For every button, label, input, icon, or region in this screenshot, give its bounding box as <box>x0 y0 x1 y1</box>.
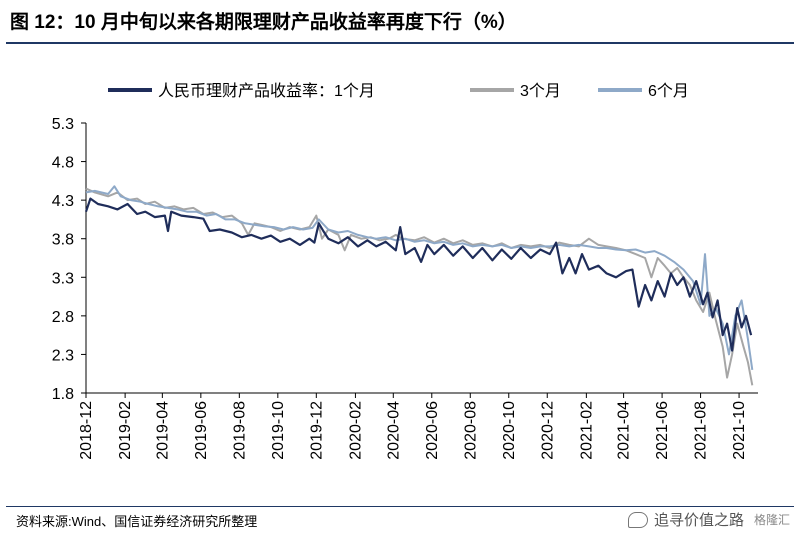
wechat-icon <box>627 511 648 528</box>
legend-label: 人民币理财产品收益率：1个月 <box>158 82 375 100</box>
source-note: 资料来源:Wind、国信证券经济研究所整理 <box>16 514 258 529</box>
x-tick-label: 2021-02 <box>578 401 595 460</box>
x-tick-label: 2020-02 <box>347 401 364 460</box>
x-tick-label: 2021-06 <box>654 401 671 460</box>
x-tick-label: 2021-10 <box>731 401 748 460</box>
line-chart: 人民币理财产品收益率：1个月 3个月 6个月 1.8 2.3 2.8 3.3 3.8 4.3 4… <box>52 82 758 460</box>
x-tick-label: 2021-04 <box>616 401 633 460</box>
x-tick-label: 2020-06 <box>424 401 441 460</box>
title-rule <box>6 42 794 44</box>
legend-label: 3个月 <box>520 82 561 100</box>
footer-rule <box>6 506 794 507</box>
series-line <box>85 185 754 371</box>
y-tick-label: 2.8 <box>52 309 74 326</box>
legend-label: 6个月 <box>648 82 689 100</box>
y-tick-label: 3.3 <box>52 270 74 287</box>
watermark-text: 追寻价值之路 <box>653 512 744 529</box>
x-tick-label: 2019-04 <box>154 401 171 460</box>
y-tick-label: 4.3 <box>52 193 74 210</box>
y-tick-label: 5.3 <box>52 116 74 133</box>
watermark-brand: 格隆汇 <box>753 513 790 527</box>
x-tick-label: 2020-10 <box>501 401 518 460</box>
x-axis: 2018-12 2019-02 2019-04 2019-06 2019-08 2019-… <box>78 392 758 460</box>
x-tick-label: 2020-12 <box>539 401 556 460</box>
x-tick-label: 2019-06 <box>193 401 210 460</box>
y-tick-label: 1.8 <box>52 386 74 403</box>
x-tick-label: 2019-10 <box>270 401 287 460</box>
y-tick-label: 3.8 <box>52 232 74 249</box>
x-tick-label: 2019-08 <box>231 401 248 460</box>
y-tick-label: 4.8 <box>52 155 74 172</box>
x-tick-label: 2019-02 <box>117 401 134 460</box>
series-line <box>84 197 753 352</box>
figure-title: 图 12：10 月中旬以来各期限理财产品收益率再度下行（%） <box>10 12 517 33</box>
chart-legend: 人民币理财产品收益率：1个月 3个月 6个月 <box>108 82 689 100</box>
y-axis: 1.8 2.3 2.8 3.3 3.8 4.3 4.8 5.3 <box>52 116 87 403</box>
x-tick-label: 2019-12 <box>308 401 325 460</box>
x-tick-label: 2020-04 <box>385 401 402 460</box>
series-line <box>85 187 754 386</box>
y-tick-label: 2.3 <box>52 347 74 364</box>
x-tick-label: 2018-12 <box>78 401 95 460</box>
x-tick-label: 2021-08 <box>693 401 710 460</box>
x-tick-label: 2020-08 <box>462 401 479 460</box>
plot-lines <box>84 185 754 386</box>
watermark: 追寻价值之路 格隆汇 <box>627 509 790 530</box>
